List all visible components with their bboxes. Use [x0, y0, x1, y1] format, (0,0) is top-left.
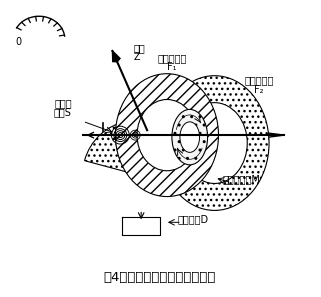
- Ellipse shape: [182, 103, 247, 184]
- Text: ばねS: ばねS: [54, 107, 72, 117]
- Ellipse shape: [137, 99, 197, 171]
- Text: 固定コイル: 固定コイル: [245, 76, 274, 86]
- Text: 可動コイルM: 可動コイルM: [222, 175, 260, 185]
- Text: 指針: 指針: [133, 43, 145, 53]
- Ellipse shape: [180, 122, 200, 152]
- Text: Z: Z: [133, 52, 140, 62]
- Ellipse shape: [172, 109, 208, 165]
- Text: F₁: F₁: [167, 62, 177, 72]
- Wedge shape: [84, 121, 137, 175]
- Polygon shape: [112, 51, 120, 62]
- Text: 空気制動D: 空気制動D: [177, 214, 208, 224]
- Text: 固定コイル: 固定コイル: [157, 53, 187, 63]
- Text: 制御用: 制御用: [54, 98, 72, 108]
- Text: 0: 0: [15, 37, 22, 47]
- Ellipse shape: [115, 74, 219, 197]
- Wedge shape: [128, 120, 185, 175]
- Text: F₂: F₂: [254, 85, 264, 94]
- Text: 第4図　電流力計形計器の構造: 第4図 電流力計形計器の構造: [104, 271, 216, 284]
- Ellipse shape: [160, 76, 269, 210]
